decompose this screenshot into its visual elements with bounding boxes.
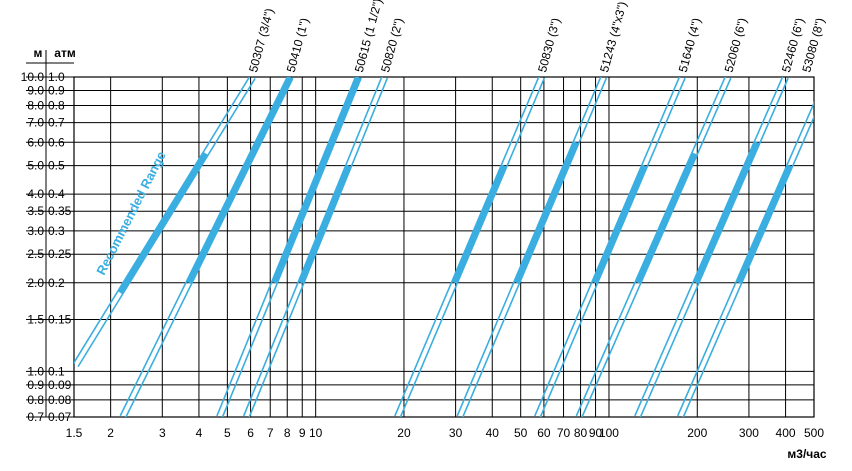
y-tick-label-m: 1.0 bbox=[27, 364, 44, 378]
x-tick-label: 500 bbox=[804, 426, 824, 440]
y-tick-label-m: 2.0 bbox=[27, 276, 44, 290]
x-tick-label: 2 bbox=[107, 426, 114, 440]
y-tick-label-m: 0.7 bbox=[27, 410, 44, 424]
x-tick-label: 30 bbox=[449, 426, 463, 440]
y-axis-label-m: м bbox=[34, 46, 43, 60]
y-tick-label-m: 0.9 bbox=[27, 378, 44, 392]
y-tick-label-atm: 0.4 bbox=[48, 187, 65, 201]
recommended-range-band bbox=[635, 152, 698, 284]
y-tick-label-atm: 0.2 bbox=[48, 276, 65, 290]
y-tick-label-atm: 0.5 bbox=[48, 159, 65, 173]
series-line bbox=[394, 77, 546, 417]
series-label: 52060 (6") bbox=[722, 16, 750, 73]
x-tick-label: 9 bbox=[299, 426, 306, 440]
x-tick-label: 300 bbox=[739, 426, 759, 440]
y-tick-label-m: 2.5 bbox=[27, 247, 44, 261]
series-line bbox=[216, 77, 362, 417]
y-tick-label-atm: 0.09 bbox=[48, 378, 72, 392]
recommended-range-label: Recommended Range bbox=[93, 149, 168, 277]
y-axis-label-atm: атм bbox=[54, 46, 76, 60]
y-tick-label-m: 4.0 bbox=[27, 187, 44, 201]
recommended-range-band bbox=[451, 164, 507, 284]
x-tick-label: 90 bbox=[589, 426, 603, 440]
y-tick-label-m: 1.5 bbox=[27, 313, 44, 327]
y-tick-label-atm: 0.15 bbox=[48, 313, 72, 327]
x-tick-label: 3 bbox=[159, 426, 166, 440]
plot-frame bbox=[73, 76, 815, 418]
series-label: 50410 (1") bbox=[284, 16, 312, 73]
y-tick-label-m: 8.0 bbox=[27, 99, 44, 113]
recommended-range-band bbox=[693, 141, 760, 284]
x-axis-label: м3/час bbox=[787, 447, 827, 461]
y-tick-label-m: 6.0 bbox=[27, 135, 44, 149]
x-tick-label: 5 bbox=[224, 426, 231, 440]
y-tick-label-atm: 0.7 bbox=[48, 116, 65, 130]
recommended-range-band bbox=[186, 77, 294, 285]
x-tick-label: 50 bbox=[514, 426, 528, 440]
y-tick-label-m: 0.8 bbox=[27, 393, 44, 407]
x-tick-label: 20 bbox=[397, 426, 411, 440]
series-line bbox=[456, 77, 608, 417]
x-tick-label: 6 bbox=[247, 426, 254, 440]
series-line bbox=[534, 77, 686, 417]
recommended-range-band bbox=[117, 151, 209, 295]
series-line bbox=[676, 101, 814, 417]
series-line bbox=[634, 77, 789, 417]
y-tick-label-m: 3.0 bbox=[27, 224, 44, 238]
y-tick-label-atm: 0.6 bbox=[48, 135, 65, 149]
y-tick-label-atm: 0.3 bbox=[48, 224, 65, 238]
series-label: 51640 (4") bbox=[676, 16, 704, 73]
y-tick-label-atm: 0.08 bbox=[48, 393, 72, 407]
y-tick-label-atm: 0.07 bbox=[48, 410, 72, 424]
y-tick-label-m: 10.0 bbox=[21, 70, 45, 84]
y-tick-label-atm: 0.1 bbox=[48, 364, 65, 378]
x-tick-label: 8 bbox=[284, 426, 291, 440]
x-tick-label: 10 bbox=[309, 426, 323, 440]
recommended-range-band bbox=[271, 77, 362, 284]
series-label: 50830 (3") bbox=[535, 16, 563, 73]
y-tick-label-m: 7.0 bbox=[27, 116, 44, 130]
series-label: 51243 (4"x3") bbox=[597, 0, 629, 74]
x-tick-label: 40 bbox=[486, 426, 500, 440]
y-tick-label-m: 5.0 bbox=[27, 159, 44, 173]
series-line bbox=[242, 77, 389, 417]
y-tick-label-atm: 0.9 bbox=[48, 83, 65, 97]
recommended-range-band bbox=[736, 164, 793, 284]
y-tick-label-atm: 0.8 bbox=[48, 99, 65, 113]
recommended-range-band bbox=[298, 164, 352, 284]
series-label: 50820 (2") bbox=[378, 16, 406, 73]
x-tick-label: 7 bbox=[267, 426, 274, 440]
x-tick-label: 1.5 bbox=[66, 426, 83, 440]
y-tick-label-m: 3.5 bbox=[27, 204, 44, 218]
y-tick-label-atm: 1.0 bbox=[48, 70, 65, 84]
series-label: 50307 (3/4") bbox=[246, 7, 277, 74]
series-line bbox=[119, 77, 294, 417]
grid bbox=[26, 50, 815, 418]
y-tick-label-atm: 0.35 bbox=[48, 204, 72, 218]
x-tick-label: 400 bbox=[776, 426, 796, 440]
x-tick-label: 4 bbox=[196, 426, 203, 440]
y-tick-label-atm: 0.25 bbox=[48, 247, 72, 261]
series-line bbox=[575, 77, 732, 417]
series-line bbox=[74, 77, 256, 368]
x-tick-label: 80 bbox=[574, 426, 588, 440]
x-tick-label: 70 bbox=[557, 426, 571, 440]
recommended-range-band bbox=[513, 141, 579, 284]
x-tick-label: 100 bbox=[599, 426, 619, 440]
series-lines bbox=[74, 77, 814, 417]
x-tick-label: 60 bbox=[537, 426, 551, 440]
y-tick-label-m: 9.0 bbox=[27, 83, 44, 97]
x-tick-label: 200 bbox=[687, 426, 707, 440]
recommended-range-band bbox=[591, 164, 648, 284]
